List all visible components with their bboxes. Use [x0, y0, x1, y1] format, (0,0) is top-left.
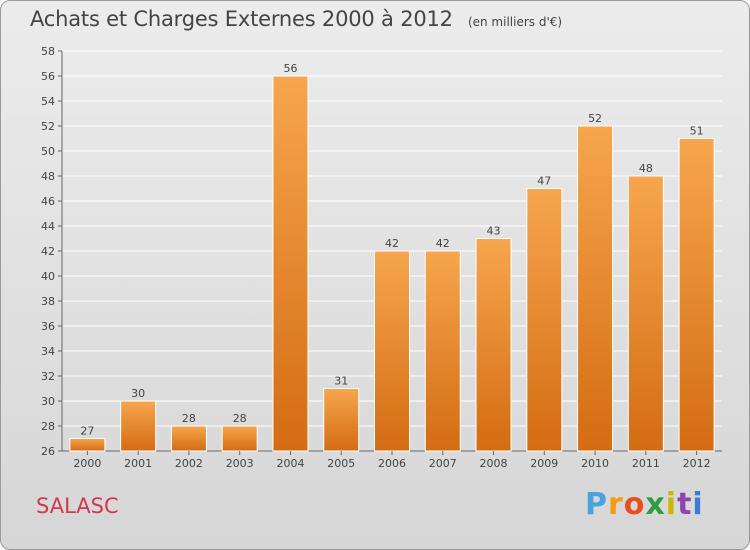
logo-letter: t: [677, 487, 693, 522]
bar: [69, 438, 106, 452]
bar: [272, 75, 309, 452]
bar: [577, 125, 614, 452]
data-label: 52: [588, 112, 602, 125]
chart-title-block: Achats et Charges Externes 2000 à 2012 (…: [30, 7, 562, 31]
y-tick-label: 46: [41, 195, 55, 208]
y-tick-label: 26: [41, 445, 55, 458]
proxiti-logo: Proxiti: [585, 487, 704, 522]
x-tick-label: 2010: [581, 457, 609, 470]
y-tick-label: 54: [41, 95, 55, 108]
x-tick-label: 2009: [530, 457, 558, 470]
data-label: 48: [639, 162, 653, 175]
y-tick-label: 30: [41, 395, 55, 408]
y-tick-label: 40: [41, 270, 55, 283]
bar: [120, 400, 157, 452]
data-label: 51: [690, 125, 704, 138]
x-tick-label: 2005: [327, 457, 355, 470]
data-label: 43: [487, 225, 501, 238]
logo-letter: i: [665, 487, 678, 522]
data-label: 56: [283, 62, 297, 75]
data-label: 31: [334, 375, 348, 388]
logo-letter: o: [623, 487, 646, 522]
x-tick-label: 2007: [429, 457, 457, 470]
y-tick-label: 28: [41, 420, 55, 433]
logo-letter: x: [645, 487, 666, 522]
data-label: 28: [233, 412, 247, 425]
x-tick-label: 2003: [226, 457, 254, 470]
bar: [170, 425, 207, 452]
logo-letter: i: [692, 487, 704, 522]
bar: [678, 138, 715, 452]
y-tick-label: 48: [41, 170, 55, 183]
data-label: 42: [436, 237, 450, 250]
y-tick-label: 44: [41, 220, 55, 233]
logo-letter: r: [608, 487, 624, 522]
bar: [323, 388, 360, 452]
y-tick-label: 56: [41, 70, 55, 83]
x-tick-label: 2000: [73, 457, 101, 470]
x-tick-label: 2006: [378, 457, 406, 470]
y-tick-label: 52: [41, 120, 55, 133]
bar: [374, 250, 410, 452]
y-tick-label: 42: [41, 245, 55, 258]
x-tick-label: 2002: [175, 457, 203, 470]
bar: [475, 238, 512, 452]
x-tick-label: 2004: [276, 457, 304, 470]
x-tick-label: 2011: [632, 457, 660, 470]
place-name: SALASC: [36, 494, 119, 518]
y-tick-label: 38: [41, 295, 55, 308]
data-label: 27: [80, 425, 94, 438]
chart-unit: (en milliers d'€): [467, 15, 563, 29]
data-label: 30: [131, 387, 145, 400]
y-tick-label: 58: [41, 45, 55, 58]
y-tick-label: 34: [41, 345, 55, 358]
x-tick-label: 2012: [683, 457, 711, 470]
data-label: 42: [385, 237, 399, 250]
data-label: 28: [182, 412, 196, 425]
bar: [221, 425, 258, 452]
logo-letter: P: [585, 487, 608, 522]
y-tick-label: 32: [41, 370, 55, 383]
data-label: 47: [537, 175, 551, 188]
x-tick-label: 2001: [124, 457, 152, 470]
x-tick-label: 2008: [480, 457, 508, 470]
y-tick-label: 50: [41, 145, 55, 158]
bar: [627, 175, 664, 452]
chart-title: Achats et Charges Externes 2000 à 2012: [30, 7, 453, 31]
y-tick-label: 36: [41, 320, 55, 333]
bar: [424, 250, 461, 452]
bar: [526, 188, 563, 452]
